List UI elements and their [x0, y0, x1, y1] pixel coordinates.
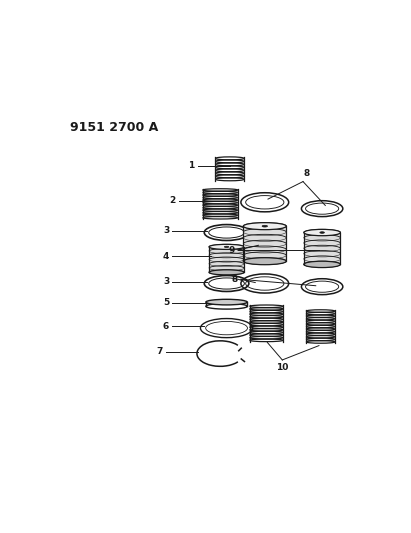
Text: 3: 3 — [163, 227, 169, 236]
Text: 8: 8 — [231, 275, 238, 284]
Ellipse shape — [262, 225, 268, 227]
Ellipse shape — [304, 229, 340, 236]
Ellipse shape — [243, 257, 286, 265]
Bar — [304, 232, 340, 264]
Bar — [243, 226, 286, 261]
Text: 7: 7 — [157, 348, 163, 357]
Ellipse shape — [209, 270, 244, 275]
Text: 3: 3 — [163, 277, 169, 286]
Ellipse shape — [320, 232, 324, 233]
Text: 4: 4 — [163, 252, 169, 261]
Ellipse shape — [243, 223, 286, 230]
Text: 8: 8 — [303, 169, 309, 179]
Text: 6: 6 — [163, 322, 169, 331]
Ellipse shape — [304, 261, 340, 268]
Ellipse shape — [224, 246, 229, 247]
Text: 9151 2700 A: 9151 2700 A — [71, 121, 159, 134]
Text: 10: 10 — [276, 363, 289, 372]
Text: 9: 9 — [228, 246, 235, 255]
Text: 2: 2 — [169, 196, 175, 205]
Ellipse shape — [206, 300, 247, 305]
Text: 1: 1 — [189, 161, 195, 170]
Bar — [209, 247, 244, 272]
Ellipse shape — [209, 244, 244, 249]
Text: 5: 5 — [163, 298, 169, 307]
